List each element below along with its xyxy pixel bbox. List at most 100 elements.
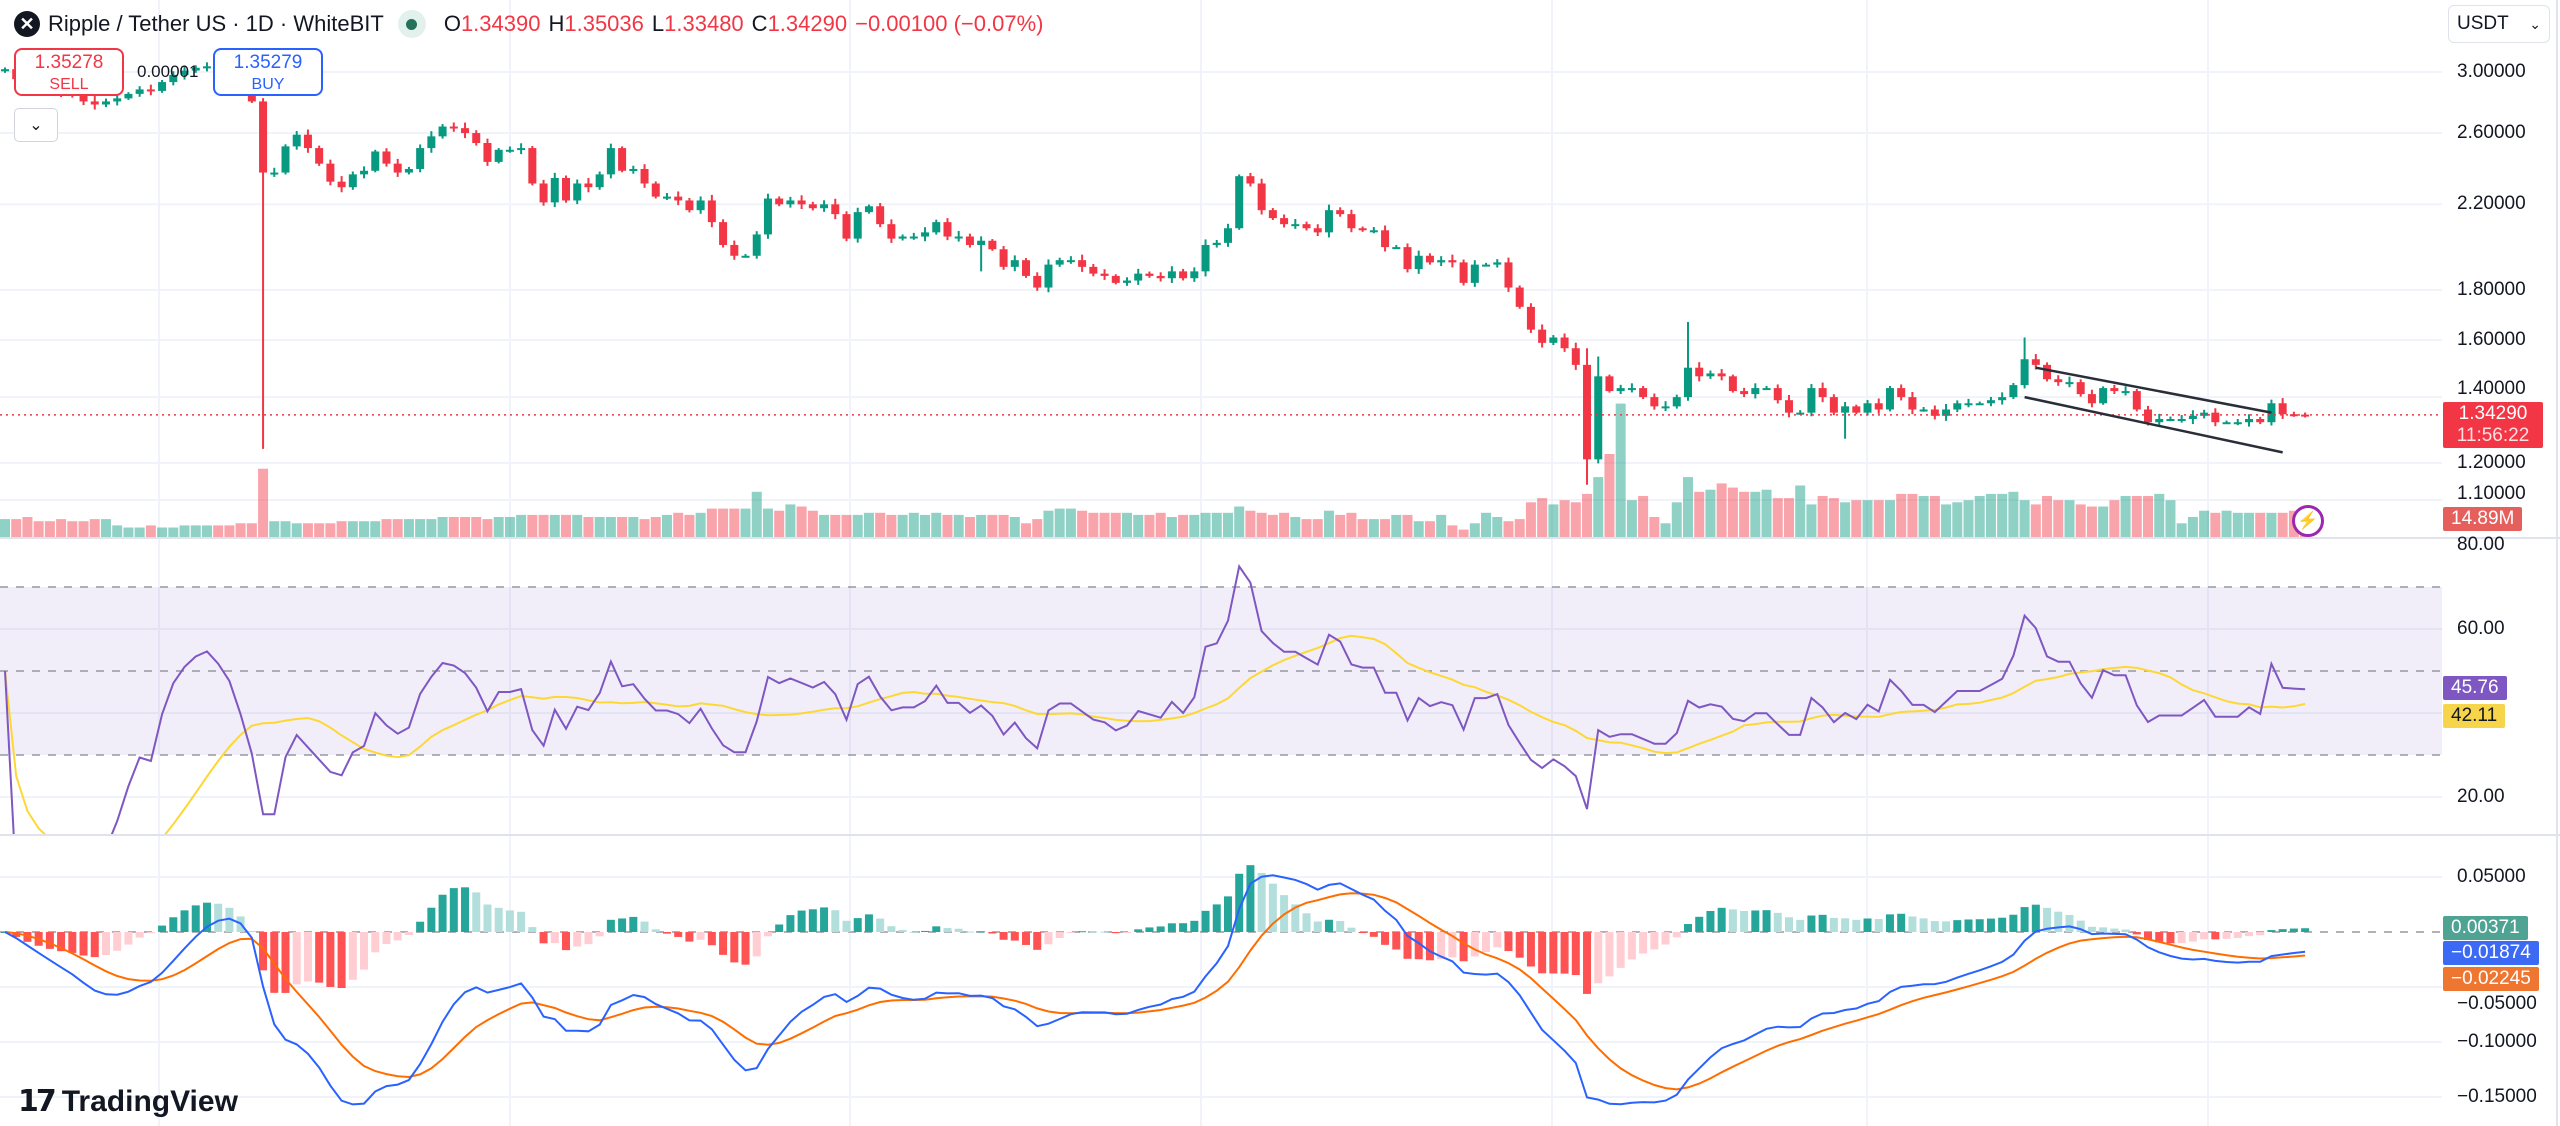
- candle-body: [775, 198, 784, 205]
- volume-bar: [347, 521, 358, 538]
- macd-histogram-bar: [1066, 932, 1075, 934]
- price-axis-label: 1.40000: [2457, 378, 2526, 399]
- candle-body: [730, 244, 739, 256]
- candle-body: [1448, 260, 1457, 263]
- volume-bar: [291, 523, 302, 538]
- candle-body: [662, 196, 671, 199]
- volume-bar: [78, 521, 89, 538]
- candle-body: [876, 206, 885, 225]
- volume-bar: [1582, 493, 1593, 538]
- candle-body: [1, 69, 9, 72]
- candle-body: [1784, 400, 1793, 413]
- candle-body: [943, 222, 952, 237]
- macd-histogram-bar: [1403, 932, 1412, 959]
- candle-body: [1594, 376, 1603, 460]
- volume-bar: [920, 514, 931, 538]
- macd-histogram-bar: [2222, 932, 2231, 939]
- volume-bar: [1009, 517, 1020, 538]
- macd-histogram-bar: [1538, 932, 1547, 974]
- volume-bar: [1761, 489, 1772, 538]
- volume-bar: [123, 527, 134, 538]
- volume-bar: [1234, 506, 1245, 538]
- macd-histogram-bar: [1111, 932, 1120, 934]
- volume-bar: [448, 517, 459, 538]
- volume-bar: [1683, 477, 1693, 538]
- candle-body: [517, 148, 526, 151]
- candle-body: [1639, 388, 1648, 398]
- volume-bar: [785, 504, 796, 538]
- grid-lines: [0, 0, 2442, 1126]
- volume-bar: [1941, 504, 1952, 538]
- macd-histogram-bar: [539, 932, 548, 944]
- tradingview-logo[interactable]: 𝟭𝟳 TradingView: [18, 1084, 238, 1119]
- macd-histogram-bar: [876, 918, 885, 932]
- macd-histogram-bar: [1526, 932, 1535, 967]
- buy-price: 1.35279: [233, 52, 303, 73]
- macd-histogram-bar: [2278, 929, 2287, 932]
- collapse-legend-button[interactable]: ⌄: [14, 108, 58, 142]
- buy-button[interactable]: 1.35279 BUY: [213, 48, 323, 96]
- candle-body: [404, 168, 413, 173]
- candle-body: [1706, 373, 1715, 377]
- candle-body: [1627, 388, 1636, 391]
- candle-body: [1223, 228, 1232, 243]
- macd-histogram-bar: [2054, 911, 2063, 932]
- macd-histogram-bar: [360, 932, 369, 970]
- candle-body: [696, 200, 705, 211]
- candle-body: [1324, 210, 1333, 233]
- macd-histogram-bar: [1605, 932, 1614, 977]
- volume-bar: [1873, 500, 1884, 538]
- macd-histogram-bar: [371, 932, 380, 953]
- volume-bar: [415, 519, 426, 538]
- volume-bar: [1918, 496, 1929, 538]
- macd-histogram-bar: [416, 921, 425, 932]
- macd-histogram-bar: [191, 905, 200, 932]
- macd-histogram-bar: [1650, 932, 1659, 950]
- candle-body: [741, 255, 750, 258]
- volume-bar: [2143, 496, 2154, 538]
- sell-price: 1.35278: [34, 52, 104, 73]
- chevron-down-icon: ⌄: [2529, 15, 2541, 32]
- volume-bar: [729, 508, 740, 538]
- candle-body: [1762, 388, 1771, 391]
- volume-bar: [1458, 529, 1469, 538]
- market-open-dot-icon[interactable]: [397, 10, 426, 38]
- macd-histogram-bar: [1212, 904, 1221, 932]
- volume-bar: [2154, 493, 2165, 538]
- candle-body: [651, 183, 660, 197]
- volume-bar: [1795, 485, 1806, 538]
- volume-bar: [527, 514, 538, 538]
- sell-button[interactable]: 1.35278 SELL: [14, 48, 124, 96]
- candle-body: [79, 95, 88, 102]
- candle-body: [1897, 388, 1906, 398]
- candle-body: [707, 200, 716, 223]
- macd-histogram-bar: [1414, 932, 1423, 960]
- volume-bar: [370, 521, 381, 538]
- macd-histogram-bar: [1437, 932, 1446, 959]
- volume-bar: [549, 514, 560, 538]
- spread-value: 0.00001: [137, 62, 199, 81]
- volume-bar: [1122, 512, 1132, 538]
- candle-body: [494, 149, 503, 162]
- volume-bar: [774, 510, 785, 538]
- currency-value: USDT: [2457, 13, 2509, 34]
- macd-histogram-bar: [1818, 914, 1827, 932]
- lightning-icon[interactable]: ⚡: [2292, 505, 2324, 537]
- currency-select[interactable]: USDT ⌄: [2448, 5, 2550, 43]
- candle-body: [1953, 403, 1962, 410]
- candle-body: [1167, 271, 1176, 279]
- macd-histogram-bar: [2121, 929, 2130, 932]
- candle-body: [977, 240, 986, 245]
- volume-bar: [2199, 510, 2210, 538]
- trend-channel-drawing[interactable]: [2024, 366, 2283, 454]
- macd-histogram-bar: [1156, 926, 1165, 932]
- price-axis-label: 3.00000: [2457, 61, 2526, 82]
- macd-histogram-bar: [719, 932, 728, 955]
- macd-histogram-bar: [2065, 914, 2074, 932]
- candle-body: [909, 236, 918, 239]
- symbol-title[interactable]: Ripple / Tether US · 1D · WhiteBIT: [48, 11, 384, 36]
- volume-bar: [2120, 496, 2131, 538]
- volume-bar: [2109, 500, 2120, 538]
- volume-bar: [179, 525, 190, 538]
